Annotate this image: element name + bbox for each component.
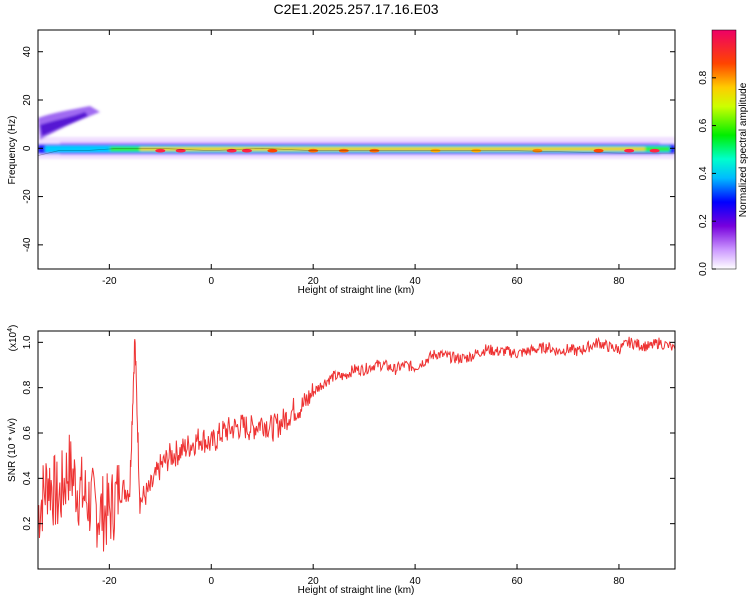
y-scale-multiplier: (x104) <box>7 325 19 352</box>
top-y-axis-label: Frequency (Hz) <box>7 116 18 185</box>
secondary-energy-patch-core <box>40 112 88 136</box>
bottom-y-tick-label: 0.2 <box>22 516 33 530</box>
bottom-y-axis-label: SNR (10 * v/v) <box>7 418 18 482</box>
top-y-tick-label: 40 <box>22 46 33 58</box>
bottom-y-tick-label: 1.0 <box>22 335 33 349</box>
bottom-plot-frame <box>37 330 676 570</box>
spectrogram-panel: -20 0 20 40 60 80 -40 -20 0 20 40 Height of straig… <box>7 29 676 296</box>
colorbar-tick-label: 0.2 <box>698 214 709 228</box>
energy-peaks <box>38 147 675 156</box>
top-x-tick-label: 40 <box>410 276 422 287</box>
colorbar-tick-label: 0.0 <box>698 262 709 276</box>
energy-band-yellow <box>140 147 645 151</box>
energy-peak <box>155 148 166 153</box>
bottom-x-tick-label: 80 <box>613 576 625 587</box>
colorbar-tick-label: 0.4 <box>698 166 709 180</box>
energy-peak <box>226 148 237 153</box>
scale-exponent: 4 <box>7 328 14 332</box>
top-x-tick-label: 0 <box>208 276 214 287</box>
top-y-tick-label: -20 <box>22 189 33 204</box>
top-y-tick-label: 0 <box>22 145 33 151</box>
top-axes: -20 0 20 40 60 80 -40 -20 0 20 40 <box>22 30 675 287</box>
snr-series-line <box>38 336 675 552</box>
bottom-x-tick-label: 60 <box>511 576 523 587</box>
energy-peak <box>175 148 186 153</box>
spectral-energy-cloud <box>38 106 675 159</box>
top-plot-frame <box>37 29 676 270</box>
chart-title: C2E1.2025.257.17.16.E03 <box>273 1 438 17</box>
colorbar-label: Normalized spectral amplitude <box>738 82 749 217</box>
colorbar-gradient <box>711 29 737 270</box>
energy-peak <box>338 148 349 153</box>
scale-label: (x10 <box>8 331 19 351</box>
energy-peak <box>308 148 319 153</box>
bottom-y-tick-label: 0.6 <box>22 426 33 440</box>
energy-peak <box>649 148 660 153</box>
top-x-tick-label: -20 <box>102 276 117 287</box>
top-x-axis-label: Height of straight line (km) <box>298 285 415 296</box>
top-x-tick-label: 20 <box>308 276 320 287</box>
bottom-x-tick-label: 40 <box>410 576 422 587</box>
energy-peak <box>241 148 252 153</box>
bottom-x-axis-label: Height of straight line (km) <box>298 585 415 596</box>
svg-text:(x104): (x104) <box>7 325 19 352</box>
top-x-tick-label: 80 <box>613 276 625 287</box>
colorbar-tick-label: 0.6 <box>698 118 709 132</box>
colorbar-ticks: 0.0 0.2 0.4 0.6 0.8 <box>698 70 716 276</box>
energy-peak <box>593 148 604 153</box>
bottom-x-tick-label: -20 <box>102 576 117 587</box>
bottom-y-tick-label: 0.4 <box>22 471 33 485</box>
top-y-tick-label: 20 <box>22 94 33 106</box>
energy-peak <box>369 148 380 153</box>
ridge-center-line <box>38 147 675 156</box>
energy-peak <box>532 148 543 153</box>
energy-peak <box>430 148 441 153</box>
top-x-tick-label: 60 <box>511 276 523 287</box>
bottom-x-tick-label: 0 <box>208 576 214 587</box>
energy-peak <box>624 148 635 153</box>
top-y-tick-label: -40 <box>22 237 33 252</box>
colorbar: 0.0 0.2 0.4 0.6 0.8 Normalized spectral ampl… <box>698 29 749 276</box>
bottom-x-tick-label: 20 <box>308 576 320 587</box>
bottom-axes: -20 0 20 40 60 80 0.2 0.4 0.6 0.8 1.0 <box>22 331 675 587</box>
scale-suffix: ) <box>8 325 19 328</box>
snr-panel: -20 0 20 40 60 80 0.2 0.4 0.6 0.8 1.0 Height of st… <box>7 325 676 596</box>
colorbar-tick-label: 0.8 <box>698 70 709 84</box>
energy-peak <box>267 148 278 153</box>
bottom-y-tick-label: 0.8 <box>22 380 33 394</box>
energy-peak <box>471 148 482 153</box>
